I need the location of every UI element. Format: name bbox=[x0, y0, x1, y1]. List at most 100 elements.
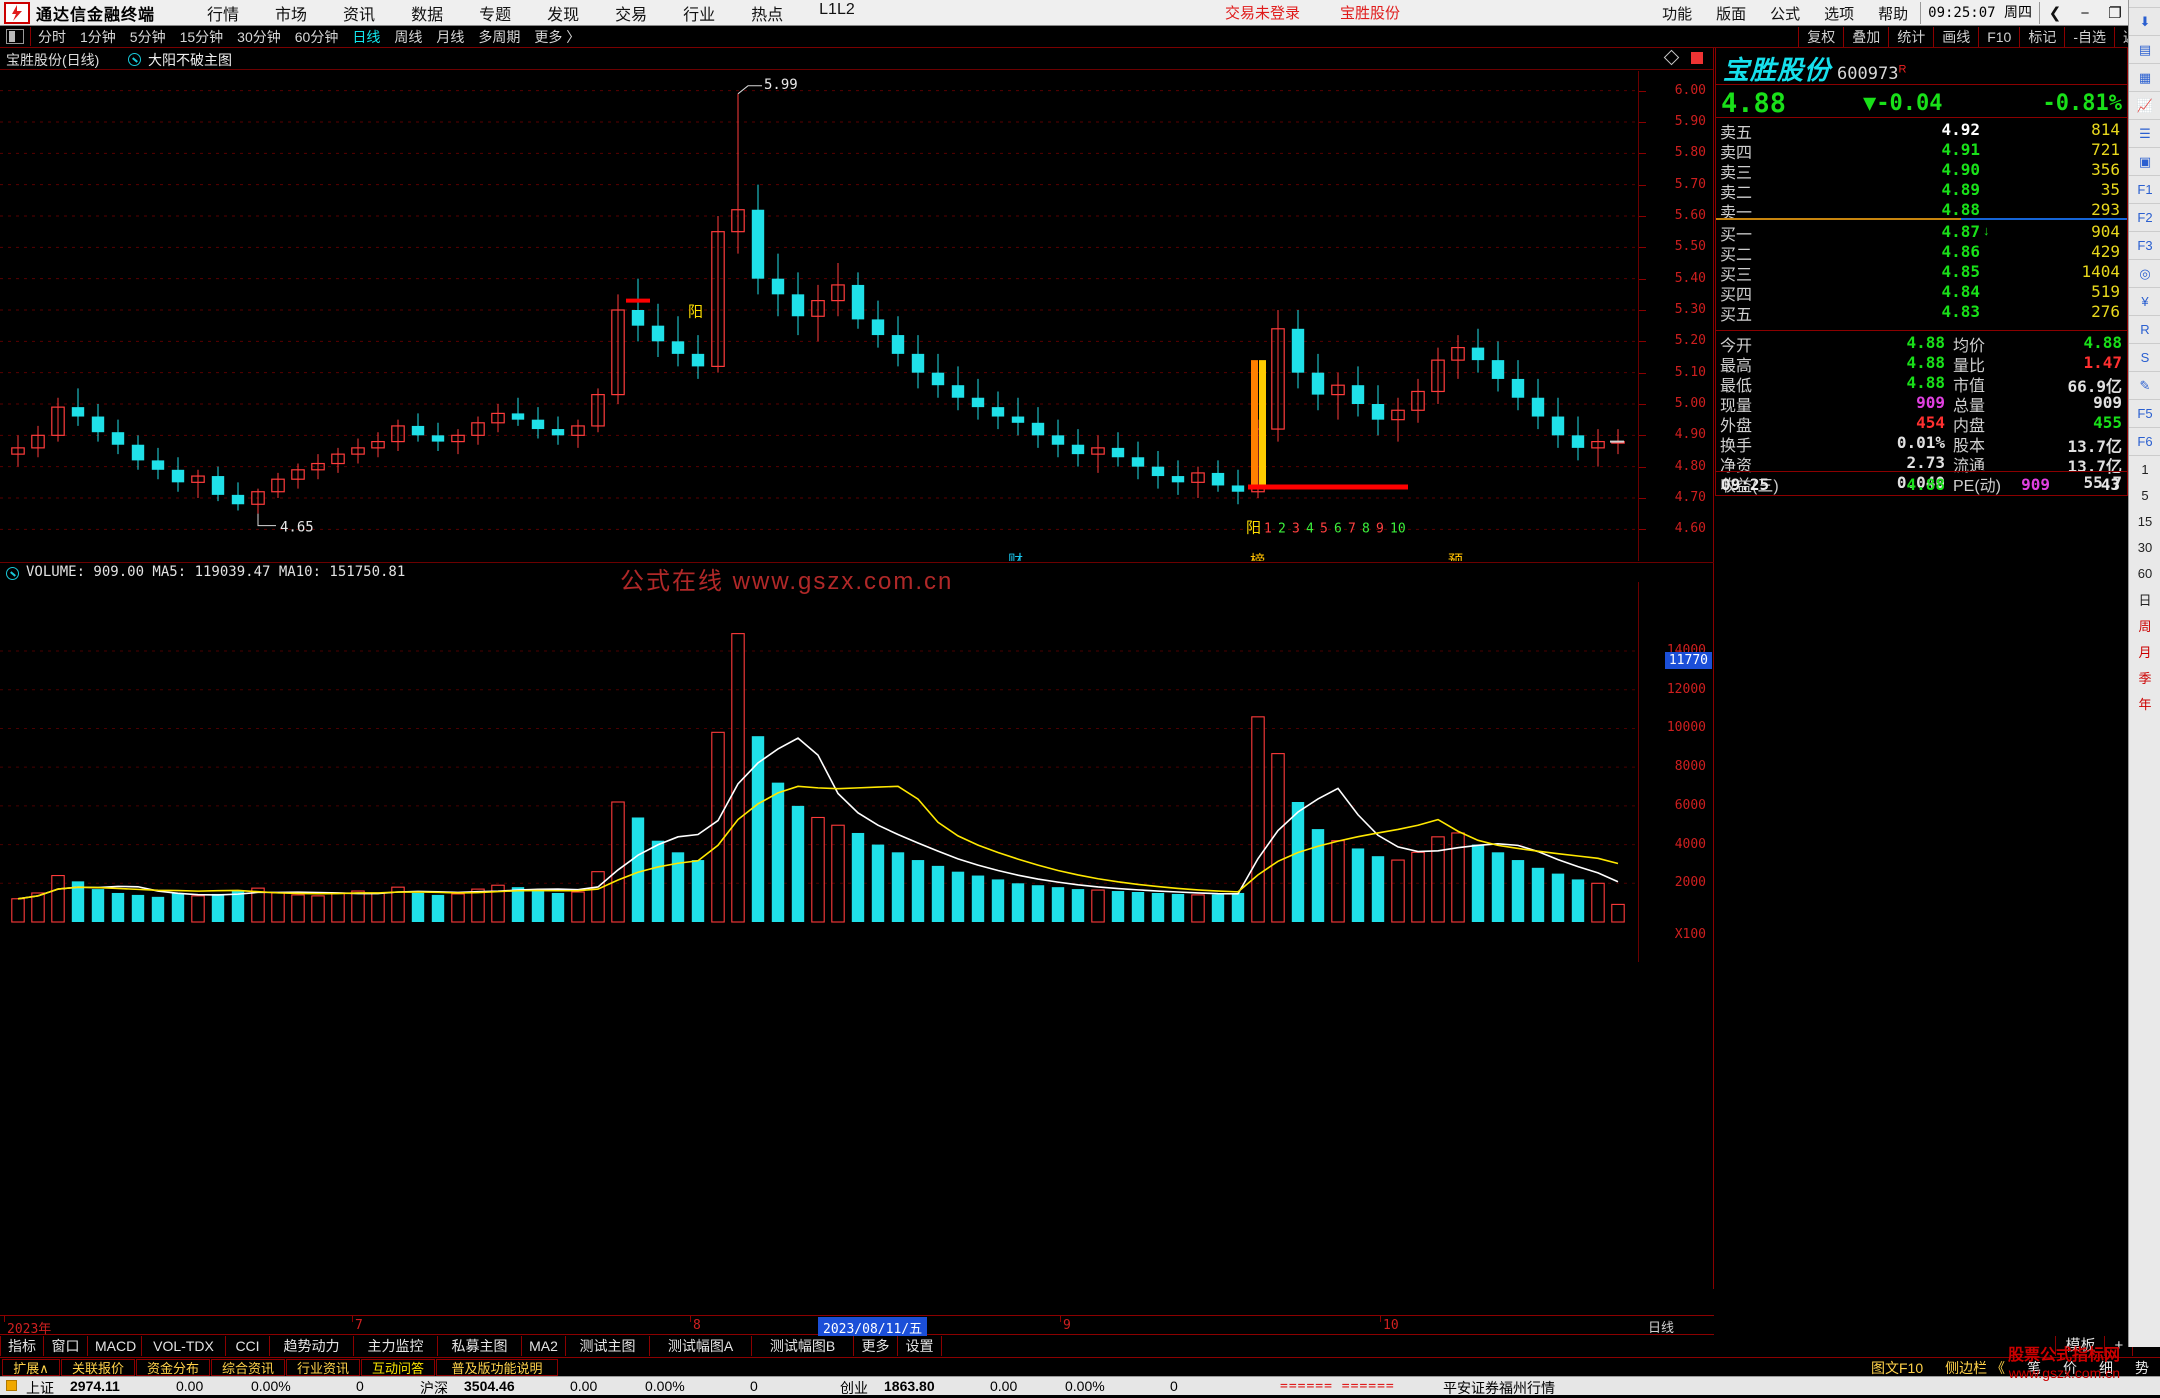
menu-item-0[interactable]: 行情 bbox=[207, 6, 240, 24]
period-3[interactable]: 15分钟 bbox=[179, 28, 224, 45]
indicator-tab-9[interactable]: 测试主图 bbox=[566, 1336, 650, 1356]
rsi-icon[interactable]: R bbox=[2129, 316, 2160, 344]
indicator-tab-0[interactable]: 指标 bbox=[0, 1336, 44, 1356]
indicator-tab-8[interactable]: MA2 bbox=[522, 1336, 566, 1356]
f1-icon[interactable]: F1 bbox=[2129, 176, 2160, 204]
grid-icon[interactable]: ▦ bbox=[2129, 64, 2160, 92]
report-icon[interactable]: ▤ bbox=[2129, 36, 2160, 64]
chart-formula-name[interactable]: 大阳不破主图 bbox=[148, 52, 232, 68]
f5-icon[interactable]: F5 bbox=[2129, 400, 2160, 428]
sidebar-period-30[interactable]: 30 bbox=[2137, 539, 2153, 555]
indicator-tab-4[interactable]: CCI bbox=[226, 1336, 270, 1356]
menu-right-item-2[interactable]: 公式 bbox=[1770, 5, 1801, 23]
sidebar-period-15[interactable]: 15 bbox=[2137, 513, 2153, 529]
period-1[interactable]: 1分钟 bbox=[80, 28, 116, 45]
period-0[interactable]: 分时 bbox=[38, 28, 66, 45]
orderbook-row[interactable]: 买五 4.83 276 bbox=[1715, 300, 2128, 324]
sidebar-period-年[interactable]: 年 bbox=[2138, 696, 2152, 712]
price-pane[interactable]: 5.99 4.65 阳阳 1 2 3 4 5 6 7 8 9 10 财榜预 公式在线 www.gszx.c… bbox=[0, 71, 1714, 595]
menu-item-8[interactable]: 热点 bbox=[751, 6, 784, 24]
indicator-right-0[interactable]: 模板 bbox=[2055, 1336, 2104, 1356]
menu-right-item-4[interactable]: 帮助 bbox=[1878, 5, 1909, 23]
window-maximize-button[interactable]: ❐ bbox=[2108, 5, 2122, 22]
volume-chart[interactable] bbox=[0, 582, 1638, 962]
chart-icon[interactable]: 📈 bbox=[2129, 92, 2160, 120]
indicator-tab-13[interactable]: 设置 bbox=[898, 1336, 942, 1356]
menu-right-item-0[interactable]: 功能 bbox=[1662, 5, 1693, 23]
orderbook-row[interactable]: 卖二 4.89 35 bbox=[1715, 178, 2128, 202]
tool-button-5[interactable]: 标记 bbox=[2019, 26, 2064, 47]
extension-tab-3[interactable]: 综合资讯 bbox=[211, 1359, 285, 1376]
window-minimize-button[interactable]: − bbox=[2080, 4, 2090, 22]
tool-button-1[interactable]: 叠加 bbox=[1843, 26, 1888, 47]
period-10[interactable]: 更多 〉 bbox=[534, 28, 581, 45]
tool-button-3[interactable]: 画线 bbox=[1933, 26, 1978, 47]
volume-pane[interactable]: 14000 12000 10000 8000 6000 4000 2000 11770 X100 bbox=[0, 582, 1714, 962]
menu-item-7[interactable]: 行业 bbox=[683, 6, 716, 24]
formula-toggle-icon[interactable] bbox=[128, 53, 141, 66]
extension-right-4[interactable]: 细 bbox=[2099, 1359, 2113, 1376]
up-arrow-icon[interactable]: ⬆ bbox=[2129, 0, 2160, 8]
login-stock-name[interactable]: 宝胜股份 bbox=[1340, 5, 1401, 22]
period-7[interactable]: 周线 bbox=[394, 28, 423, 45]
period-2[interactable]: 5分钟 bbox=[129, 28, 166, 45]
doc-icon[interactable]: ▣ bbox=[2129, 148, 2160, 176]
sidebar-period-60[interactable]: 60 bbox=[2137, 565, 2153, 581]
extension-right-2[interactable]: 笔 bbox=[2027, 1359, 2041, 1376]
sidebar-period-5[interactable]: 5 bbox=[2141, 487, 2149, 503]
orderbook-row[interactable]: 买一 4.87 ↓ 904 bbox=[1715, 220, 2128, 244]
indicator-tab-1[interactable]: 窗口 bbox=[44, 1336, 88, 1356]
menu-right-item-1[interactable]: 版面 bbox=[1716, 5, 1747, 23]
indicator-tab-3[interactable]: VOL-TDX bbox=[142, 1336, 226, 1356]
indicator-tab-10[interactable]: 测试幅图A bbox=[650, 1336, 752, 1356]
pen-icon[interactable]: ✎ bbox=[2129, 372, 2160, 400]
period-6[interactable]: 日线 bbox=[352, 28, 381, 45]
menu-item-6[interactable]: 交易 bbox=[615, 6, 648, 24]
chart-diamond-icon[interactable] bbox=[1663, 49, 1680, 66]
login-status[interactable]: 交易未登录 bbox=[1225, 5, 1301, 22]
order-book[interactable]: 卖五 4.92 814 卖四 4.91 721 卖三 4.90 356 卖二 4.89 35 卖一 4.8… bbox=[1715, 118, 2128, 324]
indicator-tab-5[interactable]: 趋势动力 bbox=[270, 1336, 354, 1356]
extension-right-3[interactable]: 价 bbox=[2063, 1359, 2077, 1376]
extension-right-0[interactable]: 图文F10 bbox=[1870, 1359, 1924, 1376]
snake-icon[interactable]: S bbox=[2129, 344, 2160, 372]
fund-icon[interactable]: ¥ bbox=[2129, 288, 2160, 316]
candlestick-chart[interactable]: 5.994.65阳阳 1 2 3 4 5 6 7 8 9 10财榜预 bbox=[0, 71, 1638, 561]
sidebar-period-周[interactable]: 周 bbox=[2138, 618, 2152, 634]
volume-toggle-icon[interactable] bbox=[6, 567, 19, 580]
period-8[interactable]: 月线 bbox=[436, 28, 465, 45]
menu-item-9[interactable]: L1L2 bbox=[819, 0, 855, 18]
menu-item-1[interactable]: 市场 bbox=[275, 6, 308, 24]
orderbook-row[interactable]: 卖五 4.92 814 bbox=[1715, 118, 2128, 142]
tool-button-4[interactable]: F10 bbox=[1978, 26, 2019, 47]
window-back-button[interactable]: ❮ bbox=[2048, 5, 2062, 22]
indicator-tab-12[interactable]: 更多 bbox=[854, 1336, 898, 1356]
extension-tab-5[interactable]: 互动问答 bbox=[361, 1359, 435, 1376]
extension-right-5[interactable]: 势 bbox=[2135, 1359, 2149, 1376]
sidebar-period-季[interactable]: 季 bbox=[2138, 670, 2152, 686]
sidebar-period-日[interactable]: 日 bbox=[2138, 592, 2152, 608]
extension-tab-4[interactable]: 行业资讯 bbox=[286, 1359, 360, 1376]
extension-tab-2[interactable]: 资金分布 bbox=[136, 1359, 210, 1376]
extension-right-1[interactable]: 侧边栏 《 bbox=[1945, 1359, 2005, 1376]
orderbook-row[interactable]: 买三 4.85 1404 bbox=[1715, 260, 2128, 284]
f3-icon[interactable]: F3 bbox=[2129, 232, 2160, 260]
extension-tab-0[interactable]: 扩展∧ bbox=[2, 1359, 60, 1376]
period-4[interactable]: 30分钟 bbox=[237, 28, 281, 45]
period-5[interactable]: 60分钟 bbox=[294, 28, 339, 45]
menu-item-3[interactable]: 数据 bbox=[411, 6, 444, 24]
period-9[interactable]: 多周期 bbox=[478, 28, 521, 45]
extension-tab-6[interactable]: 普及版功能说明 bbox=[436, 1359, 558, 1376]
orderbook-row[interactable]: 卖四 4.91 721 bbox=[1715, 138, 2128, 162]
orderbook-row[interactable]: 卖三 4.90 356 bbox=[1715, 158, 2128, 182]
list-icon[interactable]: ☰ bbox=[2129, 120, 2160, 148]
indicator-tab-11[interactable]: 测试幅图B bbox=[752, 1336, 854, 1356]
menu-item-2[interactable]: 资讯 bbox=[343, 6, 376, 24]
f6-icon[interactable]: F6 bbox=[2129, 428, 2160, 456]
orderbook-row[interactable]: 卖一 4.88 293 bbox=[1715, 198, 2128, 222]
chart-close-icon[interactable] bbox=[1691, 52, 1703, 64]
indicator-right-1[interactable]: + bbox=[2104, 1336, 2132, 1356]
extension-tab-1[interactable]: 关联报价 bbox=[61, 1359, 135, 1376]
orderbook-row[interactable]: 买四 4.84 519 bbox=[1715, 280, 2128, 304]
indicator-tab-7[interactable]: 私募主图 bbox=[438, 1336, 522, 1356]
